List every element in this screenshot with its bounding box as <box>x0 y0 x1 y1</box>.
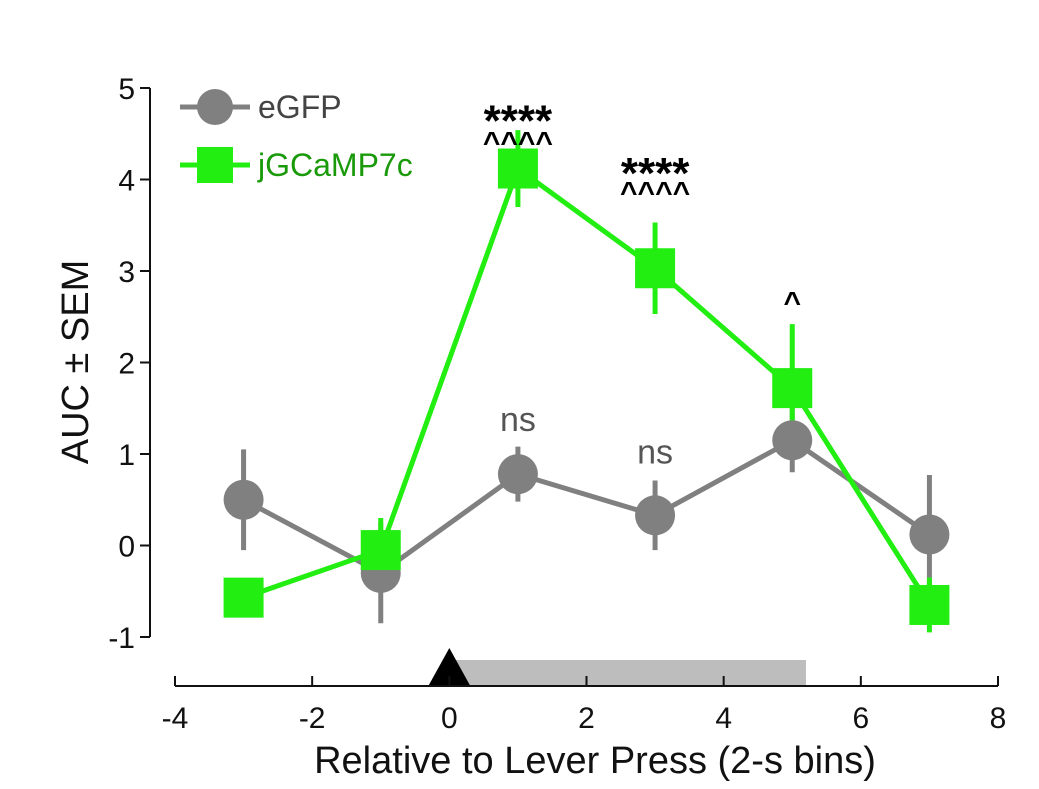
annotation-ns: ns <box>637 433 673 471</box>
data-point-jgcamp7c <box>360 530 401 571</box>
axes: -1 0 1 2 3 4 5 -4 -2 0 2 4 6 8 <box>108 73 1006 735</box>
x-axis-title: Relative to Lever Press (2-s bins) <box>314 740 876 782</box>
legend: eGFP jGCaMP7c <box>180 89 413 183</box>
annotation-star: **** <box>484 97 553 146</box>
y-tick-label: 5 <box>118 73 135 106</box>
x-tick-label: 4 <box>715 702 732 735</box>
annotation-caret: ^^^^ <box>483 126 553 159</box>
annotation-caret: ^ <box>783 286 801 319</box>
series-lines <box>242 166 932 607</box>
y-tick-label: 0 <box>118 531 135 564</box>
x-tick-label: 2 <box>578 702 595 735</box>
lever-press-triangle-icon <box>428 648 471 686</box>
data-point-egfp <box>909 514 950 555</box>
x-tick-label: -2 <box>299 702 326 735</box>
y-axis-title: AUC ± SEM <box>55 260 97 465</box>
y-tick-label: 2 <box>118 348 135 381</box>
data-point-egfp <box>635 495 676 536</box>
x-tick-label: 8 <box>990 702 1007 735</box>
data-point-egfp <box>772 420 813 461</box>
y-tick-label: -1 <box>108 622 135 655</box>
annotation-star: **** <box>621 149 690 198</box>
data-point-egfp <box>497 454 538 495</box>
data-point-jgcamp7c <box>635 248 676 289</box>
legend-marker-egfp <box>197 89 233 125</box>
annotation-ns: ns <box>500 401 536 439</box>
series-line-egfp <box>242 437 931 576</box>
data-point-jgcamp7c <box>772 368 813 409</box>
data-point-egfp <box>223 479 264 520</box>
series-markers <box>223 148 950 625</box>
x-tick-label: 0 <box>441 702 458 735</box>
data-point-jgcamp7c <box>223 577 264 618</box>
y-tick-label: 1 <box>118 439 135 472</box>
event-duration-bar <box>449 660 806 686</box>
annotation-caret: ^^^^ <box>620 177 690 210</box>
legend-label-jgcamp7c: jGCaMP7c <box>257 147 413 183</box>
y-tick-label: 3 <box>118 256 135 289</box>
legend-marker-jgcamp7c <box>197 147 233 183</box>
series-line-jgcamp7c <box>242 166 932 607</box>
y-tick-label: 4 <box>118 165 135 198</box>
data-point-jgcamp7c <box>497 148 538 189</box>
data-point-jgcamp7c <box>909 584 950 625</box>
legend-label-egfp: eGFP <box>258 89 342 125</box>
x-tick-label: 6 <box>852 702 869 735</box>
x-tick-label: -4 <box>162 702 189 735</box>
event-layer <box>428 648 806 686</box>
